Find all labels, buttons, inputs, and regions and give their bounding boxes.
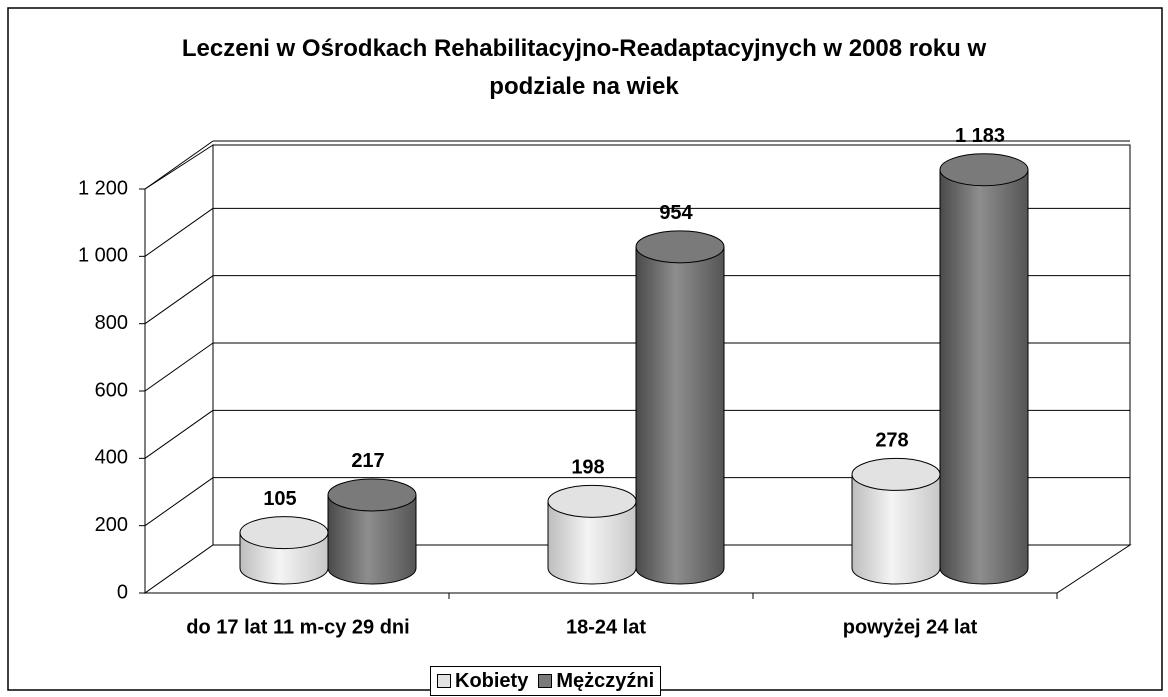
legend-swatch xyxy=(437,674,451,688)
grid-line xyxy=(144,409,214,459)
y-tick-label: 600 xyxy=(95,379,128,401)
data-label: 198 xyxy=(571,457,604,479)
cylinder-top xyxy=(327,478,417,512)
data-label: 954 xyxy=(659,202,693,224)
y-tick-label: 200 xyxy=(95,514,128,536)
chart-title: Leczeni w Ośrodkach Rehabilitacyjno-Read… xyxy=(181,35,987,100)
y-tick-label: 0 xyxy=(117,581,128,603)
legend-item: Mężczyźni xyxy=(538,670,654,693)
cylinder xyxy=(939,169,1029,585)
grid-line xyxy=(144,275,214,325)
legend-item: Kobiety xyxy=(437,670,528,693)
cylinder xyxy=(851,473,941,585)
y-tick-label: 1 200 xyxy=(78,177,128,199)
cylinder-top xyxy=(851,457,941,491)
legend-swatch xyxy=(538,674,553,688)
data-label: 217 xyxy=(351,450,384,472)
cylinder xyxy=(327,494,417,585)
cylinder-top xyxy=(939,153,1029,187)
legend-label: Kobiety xyxy=(455,669,529,692)
cylinder-top xyxy=(547,484,637,518)
x-tick-label: 18-24 lat xyxy=(566,616,646,638)
grid-line xyxy=(144,207,214,257)
side-wall xyxy=(144,144,214,594)
grid-line xyxy=(144,477,214,527)
cylinder xyxy=(635,246,725,585)
x-tick-label: do 17 lat 11 m-cy 29 dni xyxy=(186,616,409,638)
legend-label: Mężczyźni xyxy=(556,669,655,692)
legend: Kobiety Mężczyźni xyxy=(430,666,662,696)
cylinder xyxy=(547,500,637,585)
data-label: 1 183 xyxy=(955,125,1005,147)
y-tick-label: 1 000 xyxy=(78,245,128,267)
data-label: 105 xyxy=(263,488,296,510)
cylinder-top xyxy=(239,516,329,550)
grid-line xyxy=(144,342,214,392)
y-tick-label: 800 xyxy=(95,312,128,334)
grid-line xyxy=(144,140,214,190)
x-tick-label: powyżej 24 lat xyxy=(843,616,978,638)
y-tick-label: 400 xyxy=(95,447,128,469)
cylinder-top xyxy=(635,230,725,264)
data-label: 278 xyxy=(875,430,908,452)
